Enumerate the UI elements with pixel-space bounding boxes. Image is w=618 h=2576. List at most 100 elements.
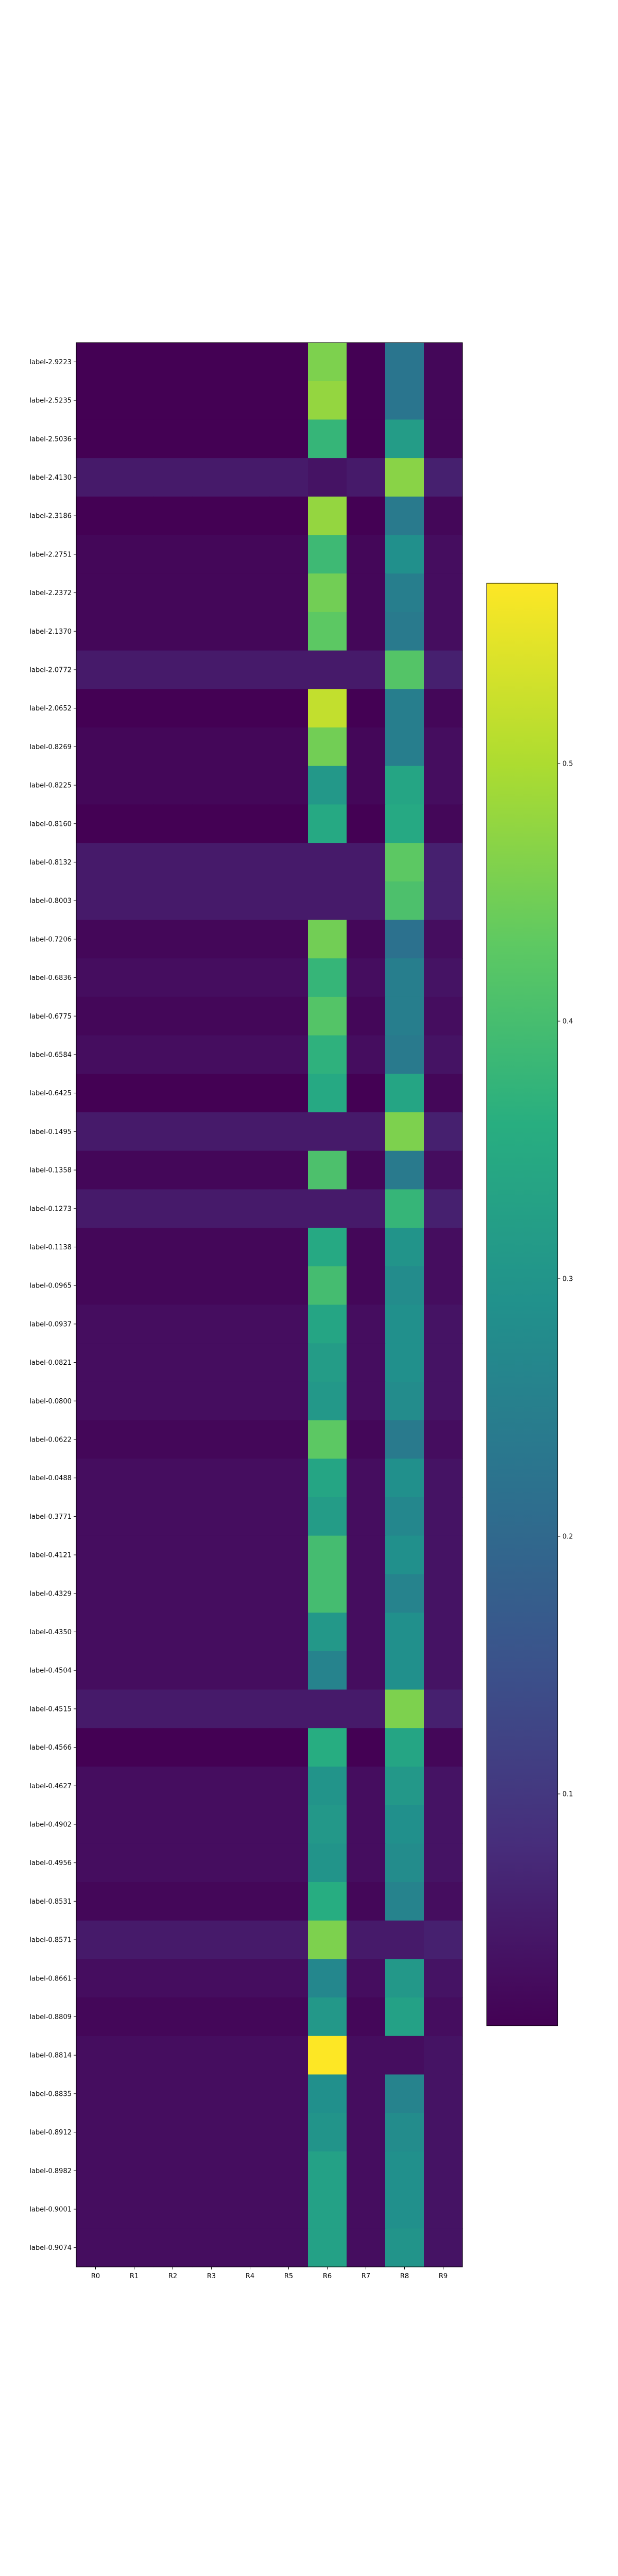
y-tick-label: label-0.8571	[29, 1937, 72, 1944]
heatmap-cell	[424, 766, 463, 805]
heatmap-cell	[385, 804, 424, 843]
heatmap-cell	[347, 1459, 386, 1498]
heatmap-cell	[115, 1189, 154, 1228]
heatmap-cell	[269, 1459, 308, 1498]
heatmap-cell	[424, 1381, 463, 1421]
heatmap-cell	[347, 1074, 386, 1113]
heatmap-cell	[385, 1266, 424, 1306]
heatmap-cell	[115, 1497, 154, 1536]
heatmap-cell	[231, 1535, 270, 1574]
heatmap-cell	[153, 1497, 193, 1536]
heatmap-cell	[269, 1228, 308, 1267]
heatmap-cell	[347, 573, 386, 613]
heatmap-cell	[385, 1381, 424, 1421]
heatmap-cell	[424, 920, 463, 959]
heatmap-cell	[385, 1651, 424, 1690]
heatmap-cell	[115, 1381, 154, 1421]
heatmap-cell	[231, 496, 270, 536]
x-tick-label: R2	[168, 2273, 177, 2280]
heatmap-cells	[76, 343, 463, 2267]
heatmap-cell	[385, 766, 424, 805]
heatmap-cell	[385, 1959, 424, 1998]
heatmap-cell	[385, 1882, 424, 1921]
heatmap-cell	[385, 2074, 424, 2113]
heatmap-cell	[347, 2190, 386, 2229]
heatmap-cell	[269, 573, 308, 613]
colorbar-tick-label: 0.5	[562, 760, 573, 768]
heatmap-cell	[153, 1420, 193, 1459]
heatmap-cell	[424, 958, 463, 997]
heatmap-cell	[231, 1920, 270, 1959]
heatmap-cell	[115, 958, 154, 997]
heatmap-cell	[231, 958, 270, 997]
heatmap-cell	[347, 1381, 386, 1421]
heatmap-cell	[115, 496, 154, 536]
heatmap-cell	[424, 535, 463, 574]
heatmap-cell	[269, 996, 308, 1036]
heatmap-cell	[385, 1997, 424, 2037]
heatmap-cell	[347, 1689, 386, 1728]
y-tick-label: label-0.1495	[29, 1128, 72, 1136]
heatmap-cell	[115, 535, 154, 574]
heatmap-cell	[192, 881, 231, 921]
heatmap-cell	[308, 419, 347, 459]
heatmap-cell	[269, 612, 308, 651]
y-tick-label: label-0.8003	[29, 897, 72, 905]
heatmap-cell	[76, 920, 115, 959]
heatmap-cell	[308, 1882, 347, 1921]
heatmap-cell	[76, 881, 115, 921]
heatmap-cell	[385, 1112, 424, 1151]
heatmap-cell	[347, 343, 386, 382]
y-tick-label: label-0.6775	[29, 1013, 72, 1021]
y-tick-label: label-0.4515	[29, 1705, 72, 1713]
heatmap-cell	[76, 2151, 115, 2191]
heatmap-cell	[347, 881, 386, 921]
heatmap-cell	[269, 2190, 308, 2229]
y-tick-label: label-2.3186	[29, 513, 72, 520]
heatmap-cell	[115, 2036, 154, 2075]
heatmap-cell	[192, 343, 231, 382]
heatmap-cell	[76, 1651, 115, 1690]
heatmap-cell	[385, 1420, 424, 1459]
heatmap-cell	[308, 881, 347, 921]
heatmap-cell	[347, 535, 386, 574]
heatmap-cell	[76, 496, 115, 536]
y-tick-label: label-0.4121	[29, 1552, 72, 1560]
heatmap-cell	[192, 1112, 231, 1151]
heatmap-cell	[115, 1343, 154, 1382]
heatmap-cell	[269, 381, 308, 420]
heatmap-cell	[347, 1766, 386, 1806]
heatmap-cell	[347, 1728, 386, 1767]
heatmap-cell	[347, 804, 386, 843]
heatmap-cell	[231, 1805, 270, 1844]
heatmap-cell	[308, 1381, 347, 1421]
y-tick-label: label-2.5235	[29, 397, 72, 405]
heatmap-cell	[385, 573, 424, 613]
heatmap-cell	[347, 1420, 386, 1459]
heatmap-cell	[424, 419, 463, 459]
heatmap-cell	[231, 1343, 270, 1382]
colorbar-tick-label: 0.2	[562, 1533, 573, 1541]
heatmap-cell	[115, 920, 154, 959]
heatmap-cell	[231, 766, 270, 805]
heatmap-cell	[76, 1997, 115, 2037]
heatmap-cell	[347, 612, 386, 651]
heatmap-cell	[192, 1882, 231, 1921]
heatmap-cell	[308, 458, 347, 497]
heatmap-cell	[76, 419, 115, 459]
heatmap-cell	[424, 727, 463, 767]
heatmap-cell	[269, 1766, 308, 1806]
heatmap-cell	[347, 1112, 386, 1151]
heatmap-cell	[76, 573, 115, 613]
heatmap-cell	[115, 1150, 154, 1190]
heatmap-cell	[308, 1304, 347, 1344]
heatmap-cell	[153, 2151, 193, 2191]
y-tick-label: label-0.4350	[29, 1629, 72, 1636]
heatmap-cell	[153, 1381, 193, 1421]
heatmap-cell	[192, 727, 231, 767]
heatmap-cell	[192, 958, 231, 997]
heatmap-cell	[153, 1843, 193, 1883]
heatmap-cell	[76, 650, 115, 689]
heatmap-cell	[308, 496, 347, 536]
